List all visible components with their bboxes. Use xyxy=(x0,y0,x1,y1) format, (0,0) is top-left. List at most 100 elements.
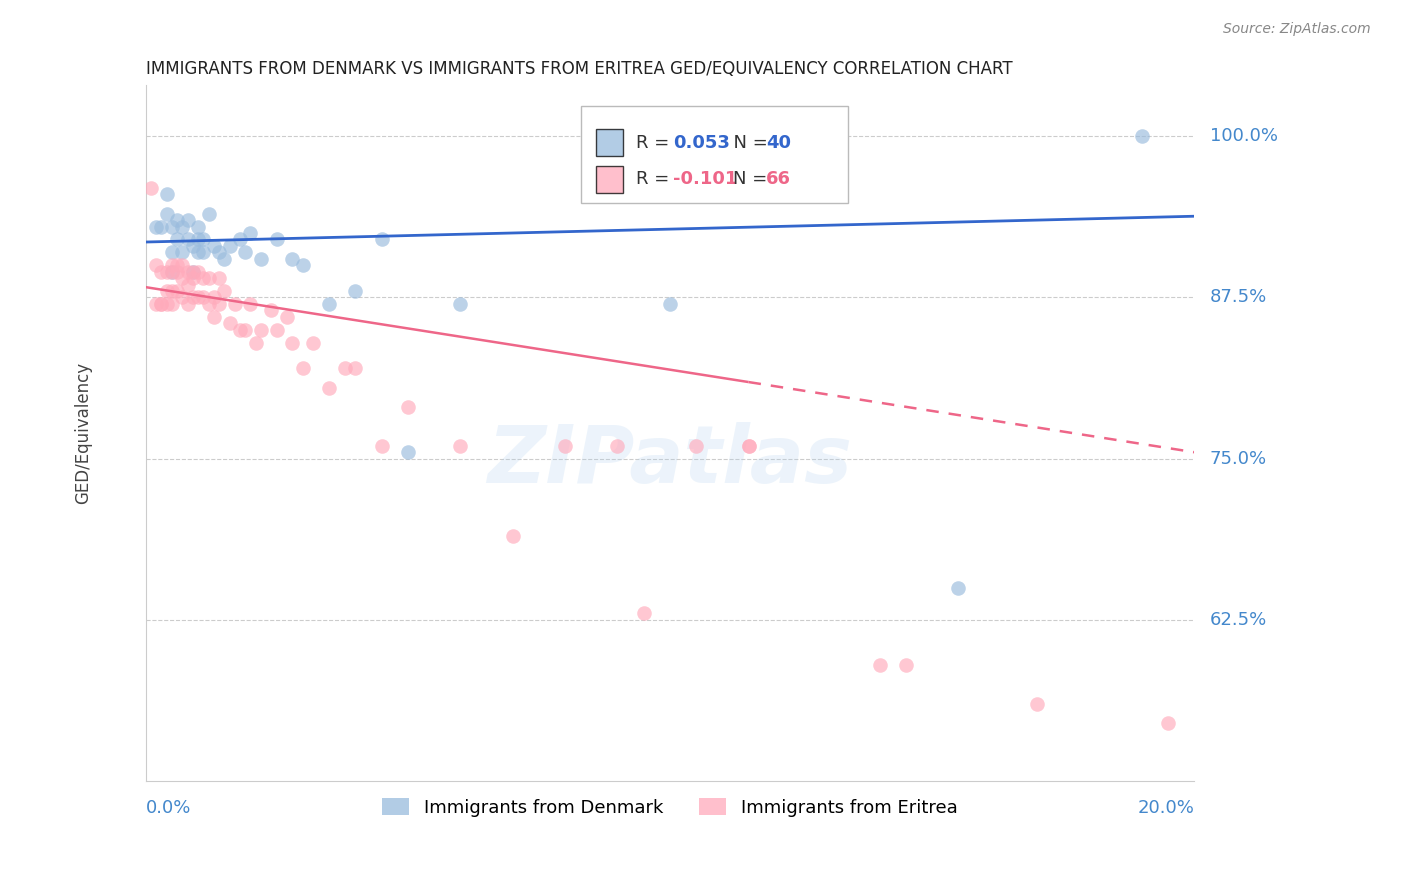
Point xyxy=(155,187,177,202)
Point xyxy=(869,657,891,672)
Point xyxy=(318,381,340,395)
Point xyxy=(214,284,236,298)
Point xyxy=(281,335,304,350)
Point xyxy=(150,219,173,234)
Point xyxy=(449,439,471,453)
Point xyxy=(218,239,240,253)
Point xyxy=(160,265,183,279)
Point xyxy=(197,297,219,311)
Text: GED/Equivalency: GED/Equivalency xyxy=(73,362,91,504)
Text: IMMIGRANTS FROM DENMARK VS IMMIGRANTS FROM ERITREA GED/EQUIVALENCY CORRELATION C: IMMIGRANTS FROM DENMARK VS IMMIGRANTS FR… xyxy=(146,60,1012,78)
Text: 0.0%: 0.0% xyxy=(146,799,191,817)
Point xyxy=(606,439,628,453)
Point xyxy=(218,316,240,330)
Text: 87.5%: 87.5% xyxy=(1211,288,1267,307)
Point xyxy=(229,323,252,337)
Point xyxy=(266,323,288,337)
Point xyxy=(894,657,917,672)
Point xyxy=(172,258,194,272)
Point xyxy=(685,439,707,453)
Point xyxy=(187,290,209,304)
Point xyxy=(160,284,183,298)
Point xyxy=(176,232,198,246)
Point xyxy=(181,290,204,304)
Point xyxy=(202,310,225,324)
Point xyxy=(658,297,681,311)
Point xyxy=(176,297,198,311)
Point xyxy=(145,297,167,311)
Point xyxy=(396,445,419,459)
Point xyxy=(370,439,392,453)
Point xyxy=(172,219,194,234)
Point xyxy=(449,297,471,311)
Point xyxy=(229,232,252,246)
Point xyxy=(344,284,367,298)
Text: -0.101: -0.101 xyxy=(673,170,737,188)
Point xyxy=(250,252,273,266)
Point xyxy=(160,219,183,234)
Point xyxy=(155,207,177,221)
Point xyxy=(187,219,209,234)
Point xyxy=(172,271,194,285)
Point xyxy=(737,439,759,453)
Point xyxy=(181,265,204,279)
Point xyxy=(214,252,236,266)
Point xyxy=(145,258,167,272)
Point xyxy=(176,265,198,279)
Point xyxy=(233,323,256,337)
Point xyxy=(155,284,177,298)
Point xyxy=(202,239,225,253)
Point xyxy=(197,207,219,221)
Point xyxy=(208,245,231,260)
Point xyxy=(166,265,188,279)
Point xyxy=(166,213,188,227)
Point xyxy=(187,232,209,246)
Text: 0.053: 0.053 xyxy=(673,134,730,152)
Point xyxy=(208,271,231,285)
Point xyxy=(202,290,225,304)
Text: ZIPatlas: ZIPatlas xyxy=(488,422,852,500)
Point xyxy=(224,297,246,311)
Text: 75.0%: 75.0% xyxy=(1211,450,1267,467)
Text: Source: ZipAtlas.com: Source: ZipAtlas.com xyxy=(1223,22,1371,37)
Point xyxy=(333,361,356,376)
Point xyxy=(160,297,183,311)
Point xyxy=(160,265,183,279)
Point xyxy=(181,271,204,285)
Point xyxy=(1130,129,1153,144)
Point xyxy=(176,213,198,227)
Point xyxy=(176,277,198,292)
Point xyxy=(160,245,183,260)
Point xyxy=(208,297,231,311)
Point xyxy=(239,226,262,240)
Point xyxy=(197,271,219,285)
Point xyxy=(266,232,288,246)
Point xyxy=(150,297,173,311)
Point xyxy=(239,297,262,311)
Point xyxy=(181,265,204,279)
Point xyxy=(150,297,173,311)
Point xyxy=(145,219,167,234)
Point xyxy=(370,232,392,246)
Point xyxy=(1025,697,1047,711)
Point xyxy=(166,232,188,246)
Point xyxy=(250,323,273,337)
Point xyxy=(193,290,215,304)
Point xyxy=(155,297,177,311)
Point xyxy=(396,400,419,414)
Text: 62.5%: 62.5% xyxy=(1211,611,1267,629)
Point xyxy=(291,361,314,376)
Point xyxy=(193,245,215,260)
Point xyxy=(150,265,173,279)
Text: R =: R = xyxy=(637,170,675,188)
Text: N =: N = xyxy=(733,170,773,188)
Point xyxy=(260,303,283,318)
Point xyxy=(233,245,256,260)
Point xyxy=(737,439,759,453)
Point xyxy=(281,252,304,266)
Point xyxy=(502,529,524,543)
Point xyxy=(172,290,194,304)
Point xyxy=(245,335,267,350)
Text: R =: R = xyxy=(637,134,675,152)
Point xyxy=(193,271,215,285)
